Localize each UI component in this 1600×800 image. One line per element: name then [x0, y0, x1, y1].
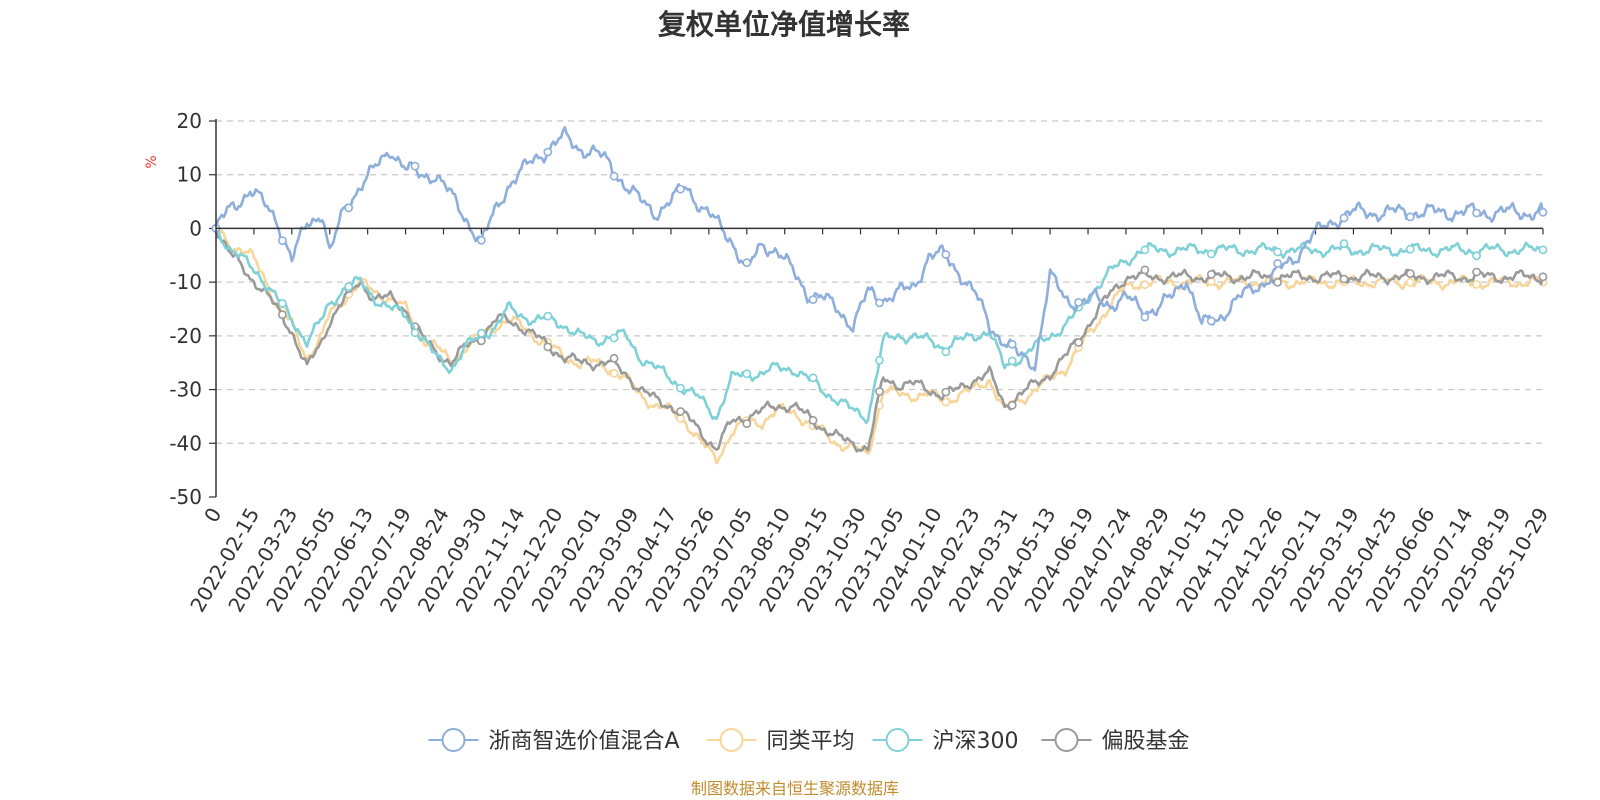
legend-label: 偏股基金 [1102, 729, 1190, 754]
legend-item-2[interactable]: 沪深300 [872, 728, 1019, 754]
series-point-0 [676, 184, 685, 194]
series-point-3 [875, 387, 884, 396]
series-point-2 [941, 347, 951, 357]
series-line-1 [215, 227, 1544, 465]
legend-marker [719, 728, 744, 752]
legend-marker [1054, 728, 1079, 752]
series-point-1 [941, 397, 951, 407]
legend-item-0[interactable]: 浙商智选价值混合A [428, 728, 680, 754]
series-point-3 [941, 387, 951, 397]
y-tick-label: -50 [169, 485, 202, 509]
series-point-0 [410, 161, 420, 171]
x-axis-ticks: 02022-02-152022-03-232022-05-052022-06-1… [185, 228, 1553, 616]
series-point-2 [609, 333, 619, 343]
legend-item-3[interactable]: 偏股基金 [1041, 728, 1190, 754]
data-source-footer: 制图数据来自恒生聚源数据库 [691, 779, 899, 798]
series-point-2 [344, 282, 354, 292]
series-point-3 [1007, 400, 1017, 410]
series-point-0 [609, 171, 619, 181]
series-point-0 [1206, 316, 1216, 326]
series-point-0 [1140, 312, 1150, 322]
x-tick-label: 0 [199, 504, 226, 527]
series-point-0 [941, 250, 951, 259]
y-tick-label: -40 [169, 431, 202, 455]
legend-marker [885, 728, 910, 752]
series-point-2 [875, 355, 884, 365]
series-line-3 [214, 228, 1545, 453]
series-point-3 [609, 353, 619, 363]
legend-label: 沪深300 [933, 729, 1019, 754]
y-tick-label: -20 [169, 324, 202, 348]
chart-title: 复权单位净值增长率 [658, 8, 910, 41]
y-tick-label: 10 [177, 163, 202, 187]
series-point-1 [1472, 279, 1481, 289]
series-point-3 [1538, 272, 1548, 282]
series-point-2 [742, 369, 752, 379]
series-point-2 [1273, 247, 1282, 257]
series-point-2 [410, 328, 420, 338]
series-point-1 [1140, 280, 1150, 290]
series-point-0 [1472, 208, 1481, 218]
series-point-0 [1405, 212, 1415, 222]
series-point-2 [1206, 249, 1216, 259]
series-point-3 [543, 342, 553, 352]
series-point-0 [1273, 258, 1282, 268]
y-tick-label: -30 [169, 378, 202, 402]
series-point-3 [808, 415, 818, 425]
y-axis-label: % [144, 155, 160, 168]
series-point-3 [277, 310, 287, 320]
legend[interactable]: 浙商智选价值混合A 同类平均 沪深300 偏股基金 [428, 728, 1190, 754]
series-point-0 [543, 147, 553, 157]
series-point-0 [1339, 213, 1349, 223]
series-point-2 [1405, 244, 1415, 254]
series-point-1 [1405, 277, 1415, 287]
series-point-2 [1007, 356, 1017, 366]
series-point-2 [1339, 239, 1349, 248]
series-point-0 [1074, 297, 1083, 307]
legend-label: 同类平均 [767, 729, 855, 754]
series-point-0 [808, 295, 818, 304]
series-point-2 [1472, 251, 1481, 261]
series-point-0 [1538, 207, 1548, 217]
legend-item-1[interactable]: 同类平均 [706, 728, 855, 754]
series-point-3 [1405, 269, 1415, 278]
series-point-2 [1538, 245, 1548, 255]
y-tick-label: -10 [169, 270, 202, 294]
y-tick-label: 20 [177, 109, 202, 133]
series-point-3 [1206, 269, 1216, 279]
series-point-3 [1472, 267, 1481, 277]
series-point-2 [476, 328, 486, 338]
series-point-2 [277, 298, 287, 308]
legend-marker [441, 728, 466, 752]
series-point-0 [1007, 339, 1017, 349]
series-point-1 [609, 368, 619, 378]
axes [215, 119, 1543, 497]
series-point-0 [344, 203, 354, 213]
series-point-2 [808, 373, 818, 383]
series-point-3 [1339, 274, 1349, 284]
y-tick-label: 0 [189, 216, 202, 240]
series-point-0 [742, 258, 752, 268]
series-point-3 [676, 407, 685, 416]
series-point-3 [1074, 338, 1083, 347]
series-point-3 [1140, 265, 1150, 275]
series-point-3 [1273, 277, 1282, 287]
legend-label: 浙商智选价值混合A [489, 729, 680, 754]
series-lines [211, 126, 1548, 465]
y-axis-ticks: 20 10 0 -10 -20 -30 -40 -50 [169, 109, 216, 509]
series-point-0 [875, 298, 884, 308]
series-point-2 [676, 383, 685, 393]
series-point-2 [543, 311, 553, 321]
series-point-0 [277, 236, 287, 245]
series-point-0 [476, 235, 486, 245]
series-point-2 [1140, 245, 1150, 255]
series-point-3 [742, 419, 752, 428]
